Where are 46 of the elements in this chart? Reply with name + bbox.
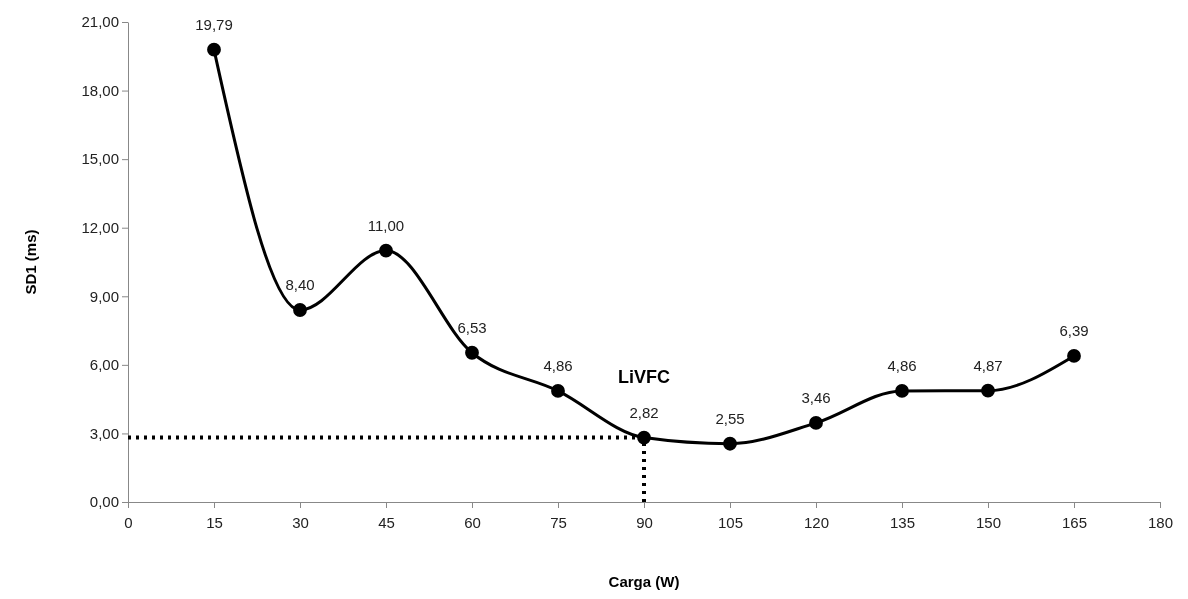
y-tick-label: 18,00 (81, 81, 119, 99)
data-label: 4,87 (973, 356, 1003, 374)
y-tick-label: 3,00 (89, 424, 119, 442)
point (981, 383, 995, 398)
y-tick-label: 12,00 (81, 219, 119, 237)
point (551, 384, 565, 398)
point (207, 42, 221, 57)
point (637, 430, 651, 445)
x-tick-label: 60 (464, 513, 481, 531)
y-tick-label: 9,00 (89, 287, 119, 305)
y-tick-label: 0,00 (89, 493, 119, 511)
x-tick-label: 15 (206, 513, 223, 531)
data-label: 2,82 (629, 403, 659, 421)
data-label: 11,00 (367, 216, 405, 234)
data-label: 6,53 (457, 318, 487, 336)
x-tick-label: 90 (636, 513, 653, 531)
point (465, 345, 479, 360)
data-label: 3,46 (801, 388, 831, 406)
x-axis-title: Carga (W) (608, 573, 680, 590)
point (293, 303, 307, 317)
x-tick-label: 30 (292, 513, 309, 531)
x-tick-label: 75 (550, 513, 567, 531)
point (895, 384, 909, 398)
y-tick-label: 15,00 (81, 150, 119, 168)
y-axis-title: SD1 (ms) (22, 229, 39, 295)
data-label: 2,55 (715, 409, 745, 427)
annotation: LiVFC (618, 366, 670, 387)
x-tick-label: 45 (378, 513, 395, 531)
data-label: 6,39 (1059, 321, 1089, 339)
x-tick-label: 120 (803, 513, 830, 531)
data-label: 4,86 (887, 356, 917, 374)
x-tick-label: 135 (889, 513, 916, 531)
data-label: 4,86 (543, 356, 573, 374)
data-label: 19,79 (195, 15, 233, 33)
point (809, 416, 823, 430)
x-tick-label: 180 (1147, 513, 1174, 531)
x-tick-label: 0 (124, 513, 133, 531)
y-tick-label: 21,00 (81, 13, 119, 31)
point (723, 436, 737, 451)
y-tick-label: 6,00 (89, 356, 119, 374)
point (1067, 349, 1081, 363)
x-tick-label: 165 (1061, 513, 1088, 531)
x-tick-label: 105 (717, 513, 744, 531)
point (379, 243, 393, 258)
x-tick-label: 150 (975, 513, 1002, 531)
data-label: 8,40 (285, 276, 315, 293)
